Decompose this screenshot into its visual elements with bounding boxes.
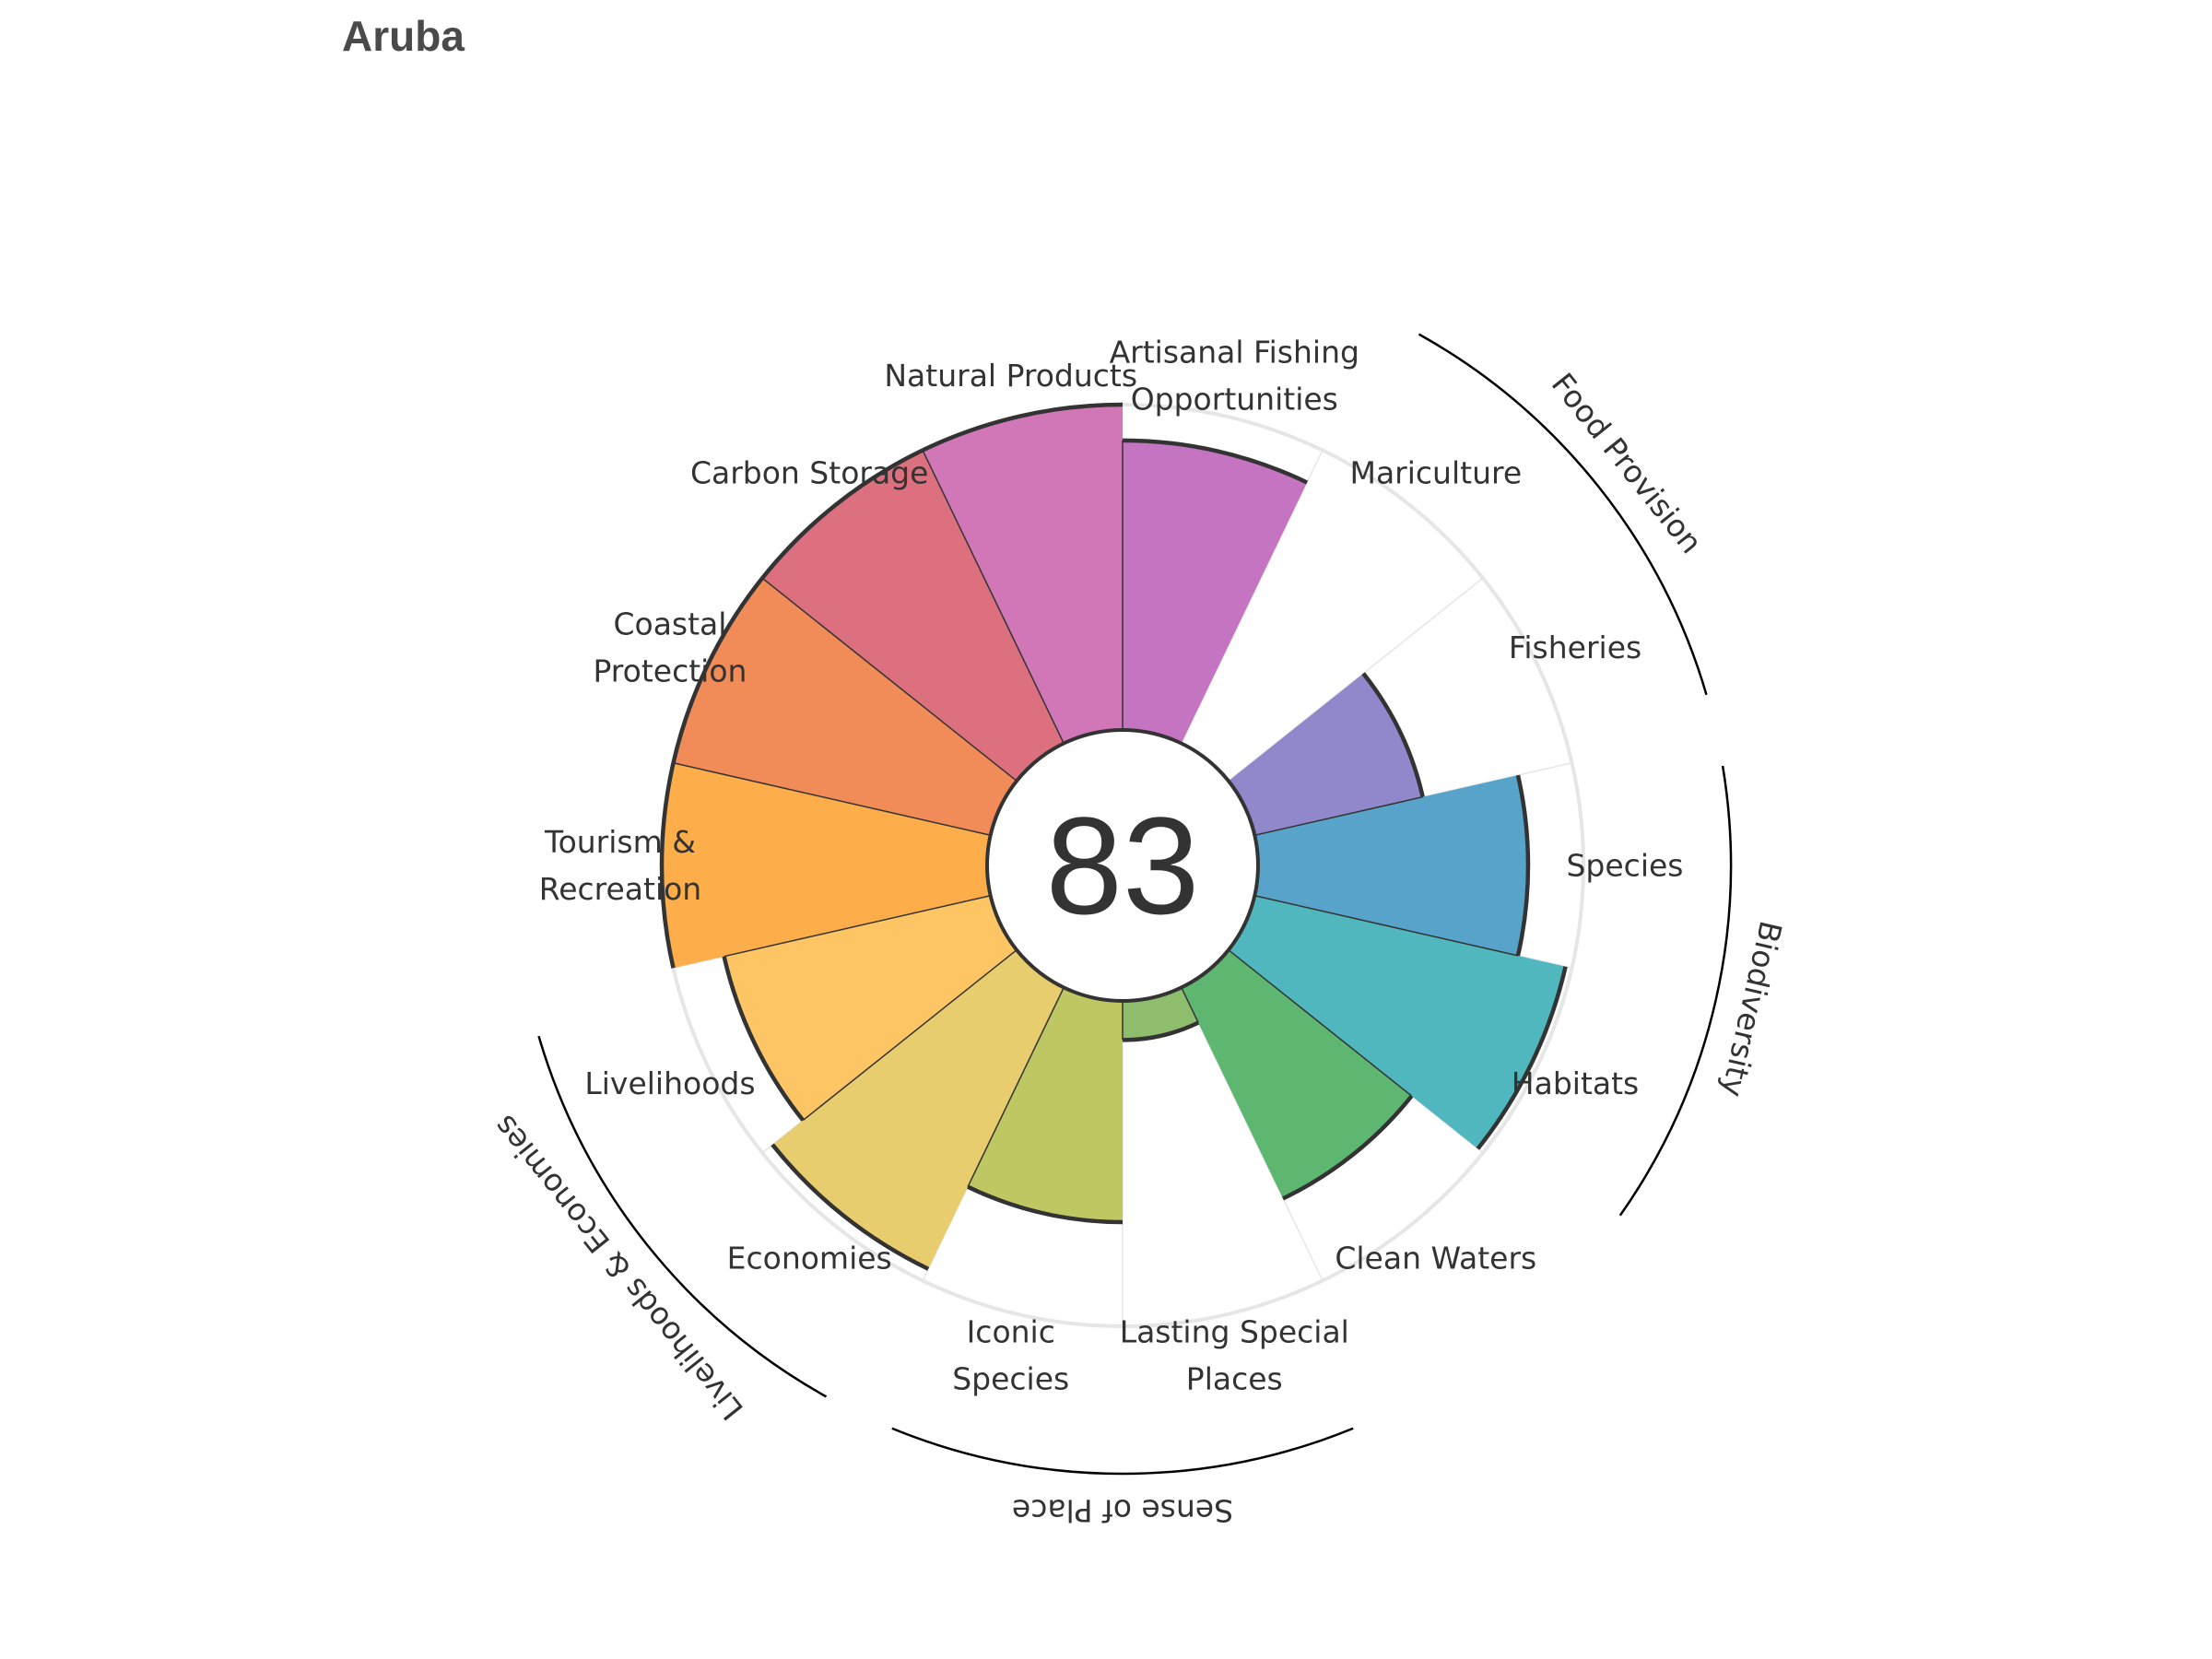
petal-edge-coastal-protection [671, 576, 764, 764]
petal-natural-products [923, 405, 1123, 744]
petal-layer [659, 402, 1568, 1271]
category-label-line: Species [952, 1360, 1069, 1396]
petal-divider [802, 949, 1018, 1122]
category-label-line: Habitats [1512, 1065, 1639, 1101]
petal-divider [1254, 795, 1423, 837]
petal-clean-waters [1181, 949, 1412, 1199]
petal-coastal-protection [673, 578, 1018, 836]
divider-layer [673, 440, 1519, 1188]
petal-edge-artisanal-fishing-opportunities [1122, 438, 1309, 485]
category-label-line: Livelihoods [584, 1065, 755, 1101]
category-label-line: Species [1566, 848, 1683, 884]
category-label-iconic-species: Iconic Species [952, 1313, 1069, 1396]
petal-edge-economies [771, 1143, 930, 1271]
group-arc-livelihoods-and-economies [537, 1035, 828, 1398]
petal-fisheries [1228, 673, 1423, 836]
category-label-line: Mariculture [1349, 454, 1522, 490]
category-label-line: Recreation [539, 871, 701, 907]
petal-divider [761, 577, 1018, 782]
category-label-coastal-protection: Coastal Protection [593, 606, 747, 689]
category-label-line: Coastal [613, 606, 726, 642]
chart-title: Aruba [342, 12, 465, 60]
petal-divider [1254, 894, 1519, 957]
category-label-lasting-special-places: Lasting Special Places [1120, 1313, 1349, 1396]
category-label-natural-products: Natural Products [884, 358, 1137, 394]
group-label-livelihoods-and-economies: Livelihoods & Economies [486, 1109, 750, 1428]
petal-iconic-species [968, 987, 1123, 1223]
category-label-tourism-and-recreation: Tourism & Recreation [539, 824, 701, 907]
petal-divider [922, 450, 1065, 744]
category-label-line: Artisanal Fishing [1110, 335, 1359, 371]
category-label-habitats: Habitats [1512, 1065, 1639, 1101]
petal-divider [967, 987, 1065, 1188]
petal-habitats [1228, 895, 1566, 1149]
petal-edge-fisheries [1361, 672, 1425, 798]
petal-edge-livelihoods [722, 956, 806, 1122]
category-label-line: Tourism & [544, 824, 696, 860]
category-label-clean-waters: Clean Waters [1335, 1241, 1536, 1277]
category-label-line: Fisheries [1509, 629, 1641, 665]
category-label-economies: Economies [727, 1241, 892, 1277]
petal-artisanal-fishing-opportunities [1123, 440, 1308, 744]
category-label-line: Lasting Special [1120, 1313, 1349, 1349]
category-label-fisheries: Fisheries [1509, 629, 1641, 665]
category-label-line: Natural Products [884, 358, 1137, 394]
category-label-artisanal-fishing-opportunities: Artisanal Fishing Opportunities [1110, 335, 1359, 418]
category-label-species: Species [1566, 848, 1683, 884]
category-label-line: Economies [727, 1241, 892, 1277]
category-label-mariculture: Mariculture [1349, 454, 1522, 490]
petal-divider [673, 762, 991, 837]
category-label-line: Opportunities [1131, 382, 1338, 418]
petal-edge-natural-products [922, 402, 1124, 453]
petal-divider [1181, 987, 1199, 1023]
category-label-line: Iconic [967, 1313, 1055, 1349]
category-label-livelihoods: Livelihoods [584, 1065, 755, 1101]
petal-edge-tourism-and-recreation [659, 762, 676, 969]
petal-divider [724, 894, 991, 958]
category-label-line: Clean Waters [1335, 1241, 1536, 1277]
group-arc-biodiversity [1618, 765, 1733, 1217]
group-label-sense-of-place: Sense of Place [1012, 1493, 1233, 1529]
petal-carbon-storage [762, 450, 1065, 782]
group-arc-food-provision [1418, 333, 1708, 696]
petal-edge-lasting-special-places [1122, 1020, 1200, 1042]
category-label-line: Protection [593, 653, 747, 689]
center-score: 83 [1046, 788, 1200, 943]
petal-edge-iconic-species [967, 1184, 1124, 1225]
category-label-line: Places [1186, 1360, 1283, 1396]
petal-tourism-and-recreation [662, 762, 991, 969]
petal-livelihoods [724, 895, 1018, 1121]
group-arc-sense-of-place [891, 1427, 1354, 1476]
petal-edge-clean-waters [1282, 1094, 1414, 1201]
category-label-carbon-storage: Carbon Storage [690, 454, 929, 490]
center-circle [985, 728, 1260, 1003]
label-layer: Fisheries Mariculture Artisanal Fishing Opp… [539, 335, 1684, 1397]
petal-edge-carbon-storage [760, 448, 924, 580]
petal-economies [772, 949, 1065, 1269]
petal-edge-species [1515, 774, 1531, 957]
center-layer: 83 [985, 728, 1260, 1003]
petal-edge-habitats [1476, 966, 1568, 1150]
petal-divider [1228, 949, 1413, 1097]
group-label-food-provision: Food Provision [1545, 366, 1710, 560]
category-label-line: Carbon Storage [690, 454, 929, 490]
